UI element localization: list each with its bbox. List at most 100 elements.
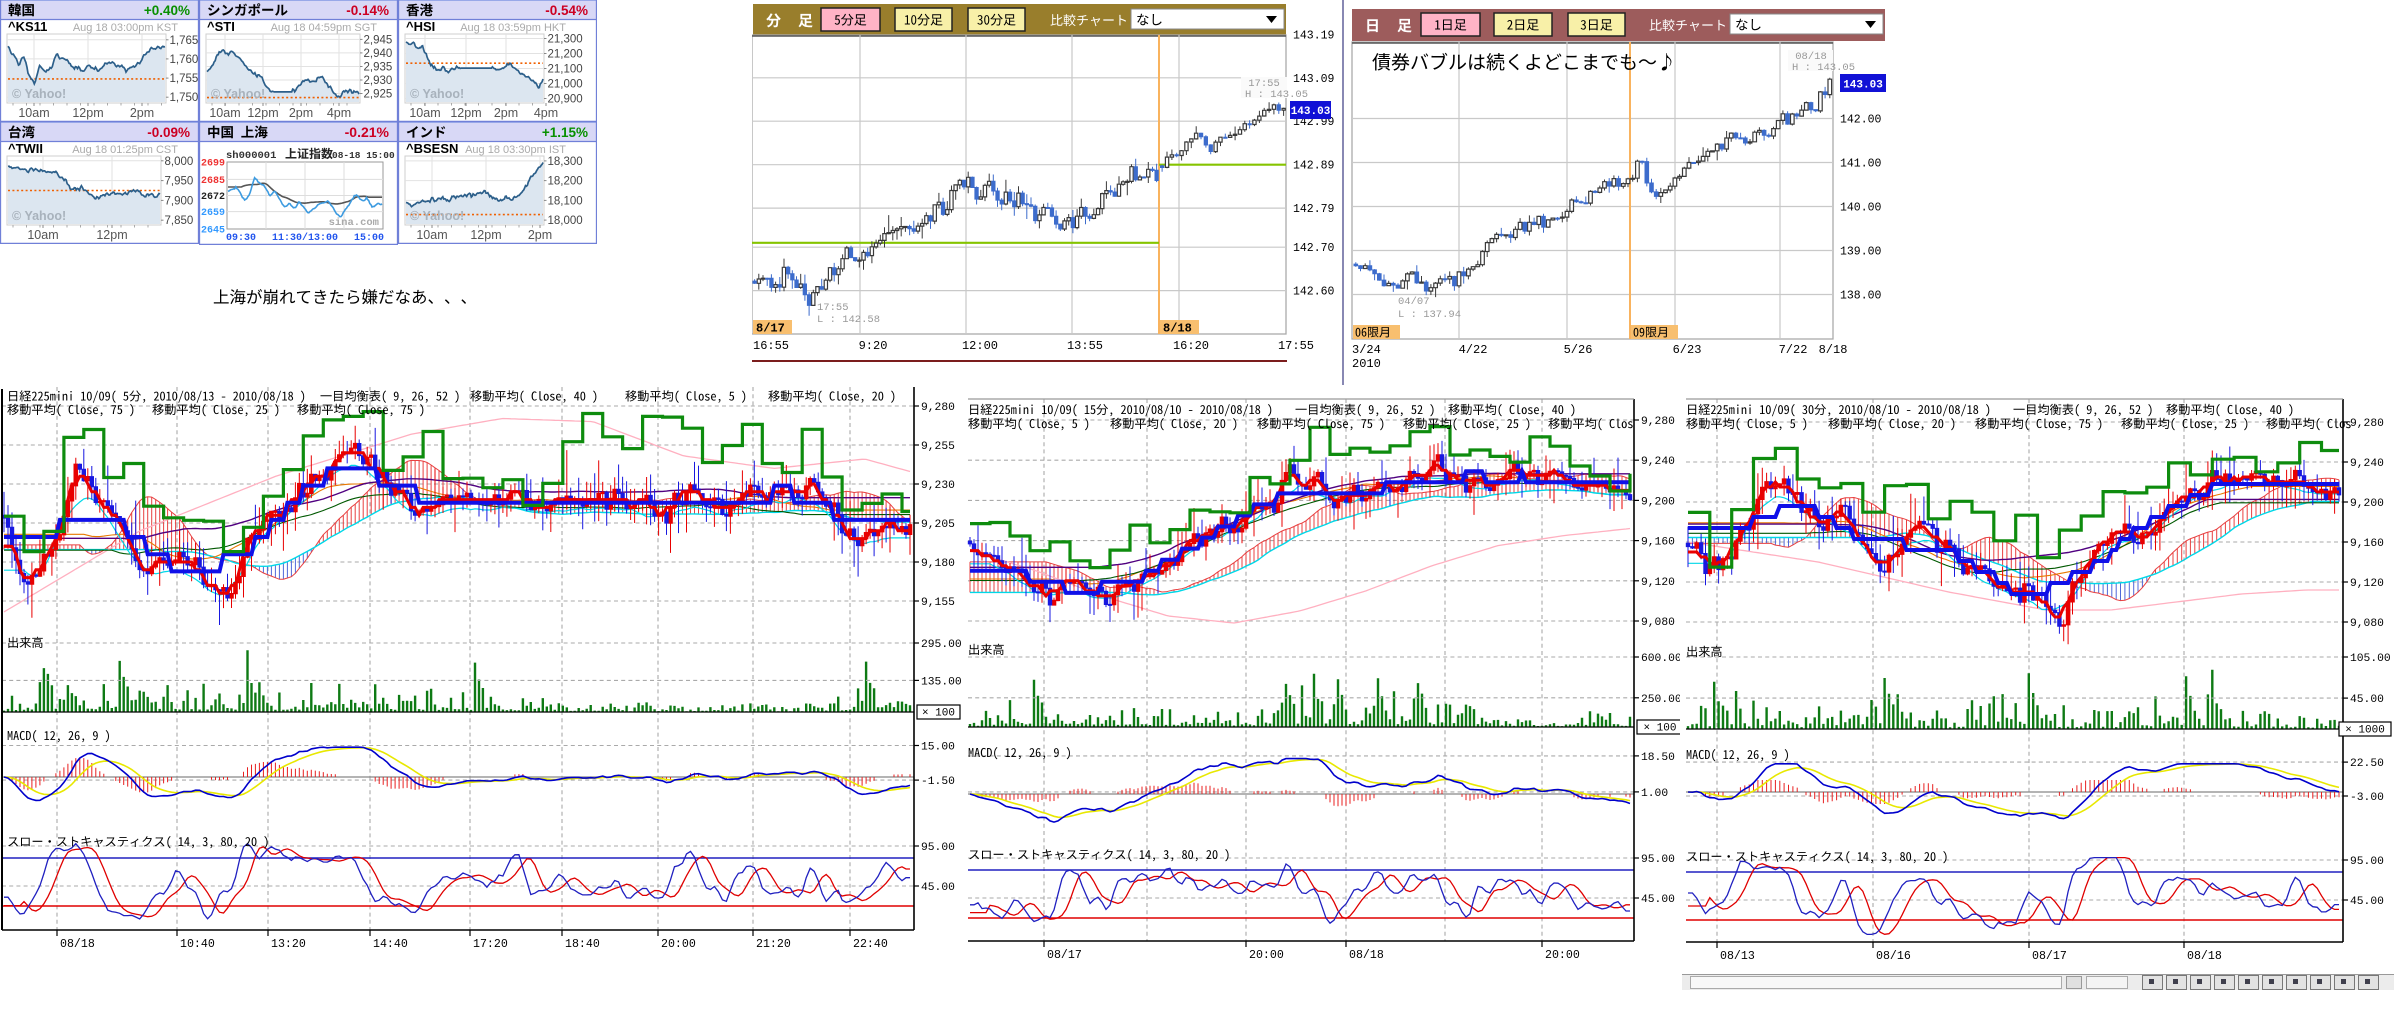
svg-text:21,200: 21,200 — [548, 49, 583, 61]
svg-text:9,255: 9,255 — [921, 441, 955, 453]
svg-text:10am: 10am — [27, 228, 58, 242]
svg-text:08-18 15:00: 08-18 15:00 — [332, 150, 395, 161]
svg-text:142.60: 142.60 — [1293, 286, 1335, 299]
svg-text:2,925: 2,925 — [364, 89, 393, 101]
svg-text:Aug 18 04:59pm SGT: Aug 18 04:59pm SGT — [271, 22, 378, 34]
svg-text:138.00: 138.00 — [1840, 290, 1882, 303]
svg-text:4pm: 4pm — [327, 106, 351, 120]
svg-text:4pm: 4pm — [534, 106, 558, 120]
svg-text:12pm: 12pm — [96, 228, 127, 242]
svg-text:08/18: 08/18 — [1349, 949, 1384, 962]
svg-text:18,100: 18,100 — [548, 195, 583, 207]
svg-text:1,765: 1,765 — [170, 35, 199, 47]
svg-text:21,100: 21,100 — [548, 64, 583, 76]
svg-text:11:30/13:00: 11:30/13:00 — [272, 232, 338, 244]
svg-text:95.00: 95.00 — [921, 842, 955, 854]
svg-text:H : 143.05: H : 143.05 — [1245, 89, 1308, 101]
svg-text:-0.21%: -0.21% — [345, 124, 390, 140]
svg-text:142.70: 142.70 — [1293, 242, 1335, 255]
svg-text:105.00: 105.00 — [2350, 653, 2391, 665]
svg-text:× 100: × 100 — [922, 708, 955, 720]
svg-text:9,230: 9,230 — [921, 480, 955, 492]
svg-text:8/18: 8/18 — [1163, 322, 1192, 336]
svg-text:15:00: 15:00 — [354, 233, 384, 244]
svg-text:^TWII: ^TWII — [8, 141, 43, 156]
svg-text:© Yahoo!: © Yahoo! — [12, 87, 66, 101]
svg-text:9:20: 9:20 — [859, 339, 888, 353]
svg-text:14:40: 14:40 — [373, 938, 408, 951]
svg-text:4/22: 4/22 — [1459, 343, 1488, 357]
svg-text:9,240: 9,240 — [1641, 456, 1675, 468]
svg-text:8/18: 8/18 — [1819, 343, 1848, 357]
svg-text:1,755: 1,755 — [170, 73, 199, 85]
svg-text:18,000: 18,000 — [548, 215, 583, 227]
svg-text:2659: 2659 — [201, 208, 225, 219]
svg-text:-0.14%: -0.14% — [346, 3, 389, 18]
svg-text:22.50: 22.50 — [2350, 758, 2384, 770]
svg-text:9,080: 9,080 — [2350, 618, 2384, 630]
svg-text:+0.40%: +0.40% — [144, 3, 190, 18]
svg-text:09:30: 09:30 — [226, 233, 256, 244]
svg-text:+1.15%: +1.15% — [542, 125, 588, 140]
svg-text:2,945: 2,945 — [364, 34, 393, 46]
svg-text:12pm: 12pm — [247, 106, 278, 120]
svg-text:143.09: 143.09 — [1293, 73, 1335, 86]
svg-text:12pm: 12pm — [450, 106, 481, 120]
svg-text:© Yahoo!: © Yahoo! — [410, 87, 464, 101]
svg-text:140.00: 140.00 — [1840, 202, 1882, 215]
svg-text:1.00: 1.00 — [1641, 788, 1668, 800]
svg-text:8,000: 8,000 — [165, 156, 194, 168]
svg-text:08/18: 08/18 — [2187, 950, 2222, 963]
svg-text:20:00: 20:00 — [1249, 949, 1284, 962]
svg-text:-3.00: -3.00 — [2350, 792, 2384, 804]
svg-text:21:20: 21:20 — [756, 938, 791, 951]
svg-text:08/16: 08/16 — [1876, 950, 1911, 963]
svg-text:12pm: 12pm — [72, 106, 103, 120]
svg-text:141.00: 141.00 — [1840, 158, 1882, 171]
svg-text:2,935: 2,935 — [364, 62, 393, 74]
svg-text:08/18: 08/18 — [1795, 51, 1827, 63]
svg-text:16:55: 16:55 — [753, 339, 789, 353]
svg-text:7,850: 7,850 — [165, 215, 194, 227]
svg-text:2685: 2685 — [201, 176, 225, 187]
svg-text:-1.50: -1.50 — [921, 776, 955, 788]
svg-text:20:00: 20:00 — [661, 938, 696, 951]
svg-text:12:00: 12:00 — [962, 339, 998, 353]
svg-text:17:20: 17:20 — [473, 938, 508, 951]
svg-text:13:20: 13:20 — [271, 938, 306, 951]
svg-text:1,760: 1,760 — [170, 54, 199, 66]
svg-text:08/18: 08/18 — [60, 938, 95, 951]
svg-text:6/23: 6/23 — [1673, 343, 1702, 357]
svg-text:9,240: 9,240 — [2350, 458, 2384, 470]
svg-text:95.00: 95.00 — [2350, 856, 2384, 868]
svg-text:2,930: 2,930 — [364, 75, 393, 87]
svg-text:sh000001: sh000001 — [226, 150, 276, 162]
svg-text:139.00: 139.00 — [1840, 246, 1882, 259]
svg-text:45.00: 45.00 — [921, 882, 955, 894]
svg-text:17:55: 17:55 — [1278, 339, 1314, 353]
svg-text:10am: 10am — [209, 106, 240, 120]
svg-text:142.99: 142.99 — [1293, 116, 1335, 129]
svg-text:142.79: 142.79 — [1293, 203, 1335, 216]
svg-text:^HSI: ^HSI — [406, 19, 435, 34]
svg-text:7,950: 7,950 — [165, 176, 194, 188]
svg-text:10am: 10am — [18, 106, 49, 120]
svg-text:250.00: 250.00 — [1641, 694, 1680, 706]
svg-text:1,750: 1,750 — [170, 92, 199, 104]
svg-text:17:55: 17:55 — [1248, 78, 1280, 90]
svg-text:2pm: 2pm — [494, 106, 518, 120]
svg-text:18,300: 18,300 — [548, 156, 583, 168]
svg-text:× 100: × 100 — [1643, 723, 1676, 735]
svg-text:08/17: 08/17 — [2032, 950, 2067, 963]
svg-text:9,080: 9,080 — [1641, 617, 1675, 629]
svg-text:143.03: 143.03 — [1291, 106, 1331, 118]
svg-text:9,160: 9,160 — [1641, 537, 1675, 549]
svg-text:5/26: 5/26 — [1564, 343, 1593, 357]
svg-text:143.03: 143.03 — [1843, 80, 1883, 92]
svg-text:08/17: 08/17 — [1047, 949, 1082, 962]
svg-text:2645: 2645 — [201, 226, 225, 237]
svg-text:9,280: 9,280 — [1641, 416, 1675, 428]
svg-text:^STI: ^STI — [207, 19, 235, 34]
svg-text:22:40: 22:40 — [853, 938, 888, 951]
svg-text:9,180: 9,180 — [921, 558, 955, 570]
